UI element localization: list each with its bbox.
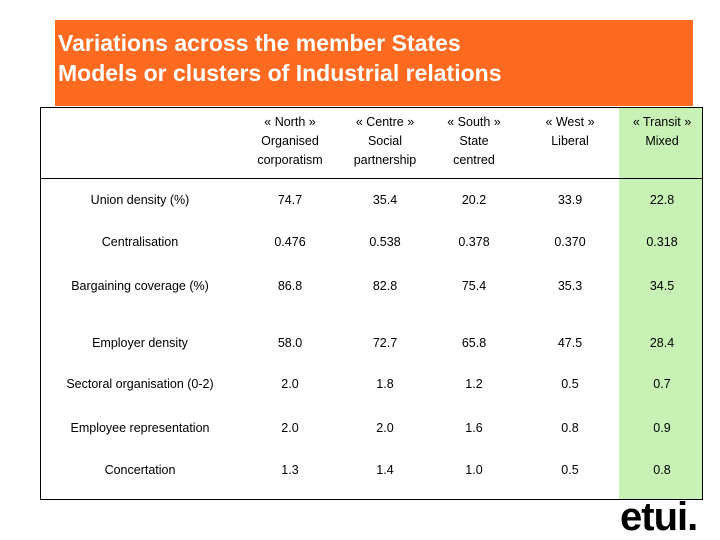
- table-cell: 20.2: [461, 193, 487, 207]
- table-cell: 0.8: [561, 421, 579, 435]
- column-header-line: « South »: [447, 115, 501, 129]
- column-header-line: « Centre »: [355, 115, 415, 129]
- table-cell: 65.8: [461, 336, 487, 350]
- column-header-line: Organised: [261, 134, 319, 148]
- table-cell: 74.7: [277, 193, 303, 207]
- table-cell: 2.0: [281, 421, 299, 435]
- table-cell: 1.4: [376, 463, 394, 477]
- table-cell: 0.318: [646, 235, 678, 249]
- column-header-line: centred: [453, 153, 495, 167]
- column-header-line: « Transit »: [632, 115, 692, 129]
- title-line-2: Models or clusters of Industrial relatio…: [58, 60, 502, 86]
- table-cell: 1.6: [465, 421, 483, 435]
- table-cell: 82.8: [372, 279, 398, 293]
- table-cell: 2.0: [376, 421, 394, 435]
- row-label-centralisation: Centralisation: [101, 235, 179, 249]
- table-cell: 1.2: [465, 377, 483, 391]
- row-label-sectoral-organisation: Sectoral organisation (0-2): [66, 377, 214, 391]
- transit-column-highlight: [619, 107, 703, 500]
- table-cell: 0.9: [653, 421, 671, 435]
- title-line-1: Variations across the member States: [58, 30, 461, 56]
- column-header-north: « North » Organised corporatism: [244, 113, 336, 170]
- table-cell: 86.8: [277, 279, 303, 293]
- title-banner: Variations across the member States Mode…: [55, 20, 693, 106]
- row-label-union-density: Union density (%): [90, 193, 190, 207]
- row-label-employer-density: Employer density: [92, 336, 188, 350]
- column-header-line: Social: [367, 134, 403, 148]
- table-cell: 0.8: [653, 463, 671, 477]
- row-label-bargaining-coverage: Bargaining coverage (%): [71, 279, 209, 293]
- table-cell: 34.5: [649, 279, 675, 293]
- table-cell: 1.0: [465, 463, 483, 477]
- table-cell: 75.4: [461, 279, 487, 293]
- table-cell: 0.538: [369, 235, 401, 249]
- row-label-concertation: Concertation: [104, 463, 176, 477]
- table-cell: 28.4: [649, 336, 675, 350]
- data-table: [40, 107, 703, 500]
- etui-logo-text: etui.: [620, 495, 697, 539]
- table-cell: 0.7: [653, 377, 671, 391]
- table-cell: 0.370: [554, 235, 586, 249]
- table-cell: 35.3: [557, 279, 583, 293]
- table-cell: 58.0: [277, 336, 303, 350]
- row-label-employee-representation: Employee representation: [70, 421, 210, 435]
- column-header-west: « West » Liberal: [524, 113, 616, 151]
- table-cell: 2.0: [281, 377, 299, 391]
- table-cell: 47.5: [557, 336, 583, 350]
- table-cell: 22.8: [649, 193, 675, 207]
- table-cell: 35.4: [372, 193, 398, 207]
- column-header-line: corporatism: [257, 153, 323, 167]
- column-header-line: State: [459, 134, 489, 148]
- header-divider: [40, 178, 703, 179]
- table-cell: 72.7: [372, 336, 398, 350]
- table-cell: 0.476: [274, 235, 306, 249]
- table-cell: 0.378: [458, 235, 490, 249]
- etui-logo: etui.: [616, 490, 720, 540]
- column-header-south: « South » State centred: [428, 113, 520, 170]
- table-cell: 1.8: [376, 377, 394, 391]
- column-header-transit: « Transit » Mixed: [616, 113, 708, 151]
- table-cell: 0.5: [561, 463, 579, 477]
- column-header-centre: « Centre » Social partnership: [339, 113, 431, 170]
- table-cell: 33.9: [557, 193, 583, 207]
- column-header-line: Mixed: [645, 134, 679, 148]
- column-header-line: Liberal: [551, 134, 589, 148]
- column-header-line: « West »: [545, 115, 595, 129]
- column-header-line: « North »: [264, 115, 316, 129]
- column-header-line: partnership: [353, 153, 417, 167]
- table-cell: 1.3: [281, 463, 299, 477]
- etui-logo-mark: etui.: [620, 495, 698, 539]
- table-cell: 0.5: [561, 377, 579, 391]
